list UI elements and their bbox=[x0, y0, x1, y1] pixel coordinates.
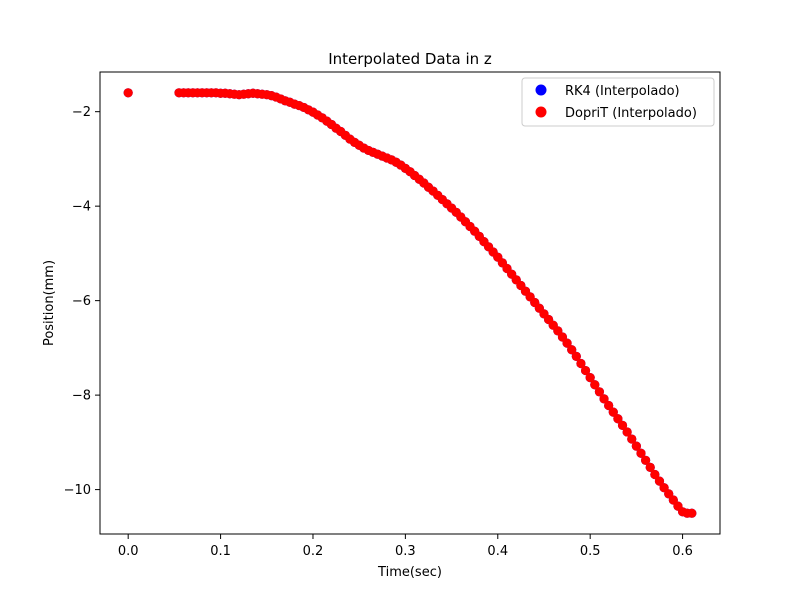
data-point-dopri bbox=[599, 394, 609, 404]
data-point-dopri bbox=[613, 414, 623, 424]
data-point-dopri bbox=[562, 338, 572, 348]
y-tick-label: −2 bbox=[72, 105, 91, 120]
plot-area bbox=[100, 72, 720, 534]
data-point-dopri bbox=[645, 462, 655, 472]
y-tick-label: −8 bbox=[72, 389, 91, 404]
y-axis-label: Position(mm) bbox=[42, 260, 57, 346]
x-tick-label: 0.6 bbox=[672, 544, 693, 559]
legend-frame bbox=[521, 77, 715, 127]
y-tick-label: −4 bbox=[72, 200, 91, 215]
data-point-dopri bbox=[641, 455, 651, 465]
y-tick-label: −10 bbox=[64, 483, 91, 498]
data-point-dopri bbox=[617, 420, 628, 430]
data-point-dopri bbox=[608, 407, 618, 417]
data-point-dopri bbox=[585, 373, 595, 383]
axes-frame bbox=[99, 71, 721, 535]
data-point-dopri bbox=[571, 351, 581, 361]
x-tick-label: 0.0 bbox=[118, 544, 139, 559]
data-point-dopri bbox=[123, 88, 133, 98]
data-point-dopri bbox=[594, 387, 605, 397]
x-tick-label: 0.5 bbox=[580, 544, 601, 559]
data-point-dopri bbox=[650, 469, 660, 480]
y-tick-label: −6 bbox=[72, 294, 91, 309]
x-tick-label: 0.2 bbox=[303, 544, 324, 559]
data-point-dopri bbox=[567, 345, 577, 355]
data-point-dopri bbox=[590, 380, 600, 390]
legend-marker-dopri bbox=[535, 106, 547, 118]
data-point-dopri bbox=[654, 476, 665, 486]
data-point-dopri bbox=[576, 358, 586, 369]
x-axis-label: Time(sec) bbox=[377, 565, 442, 580]
axes-background bbox=[100, 72, 720, 534]
y-axis-ticks: −2 −4 −6 −8 −10 bbox=[64, 105, 100, 498]
x-axis-ticks: 0.0 0.1 0.2 0.3 0.4 0.5 0.6 bbox=[118, 534, 693, 559]
data-point-dopri bbox=[627, 434, 637, 444]
legend-label-rk4: RK4 (Interpolado) bbox=[565, 84, 680, 99]
data-point-dopri bbox=[580, 365, 591, 376]
data-points bbox=[123, 88, 697, 518]
legend-marker-rk4 bbox=[535, 84, 547, 96]
x-tick-label: 0.4 bbox=[487, 544, 508, 559]
data-point-dopri bbox=[622, 427, 632, 437]
chart-title: Interpolated Data in z bbox=[328, 50, 492, 68]
data-point-dopri bbox=[604, 400, 614, 411]
legend: RK4 (Interpolado) DopriT (Interpolado) bbox=[521, 77, 715, 127]
legend-label-dopri: DopriT (Interpolado) bbox=[565, 106, 697, 121]
data-point-dopri bbox=[687, 508, 697, 518]
data-point-dopri bbox=[631, 441, 641, 451]
x-tick-label: 0.1 bbox=[210, 544, 231, 559]
data-point-dopri bbox=[636, 448, 646, 458]
x-tick-label: 0.3 bbox=[395, 544, 416, 559]
